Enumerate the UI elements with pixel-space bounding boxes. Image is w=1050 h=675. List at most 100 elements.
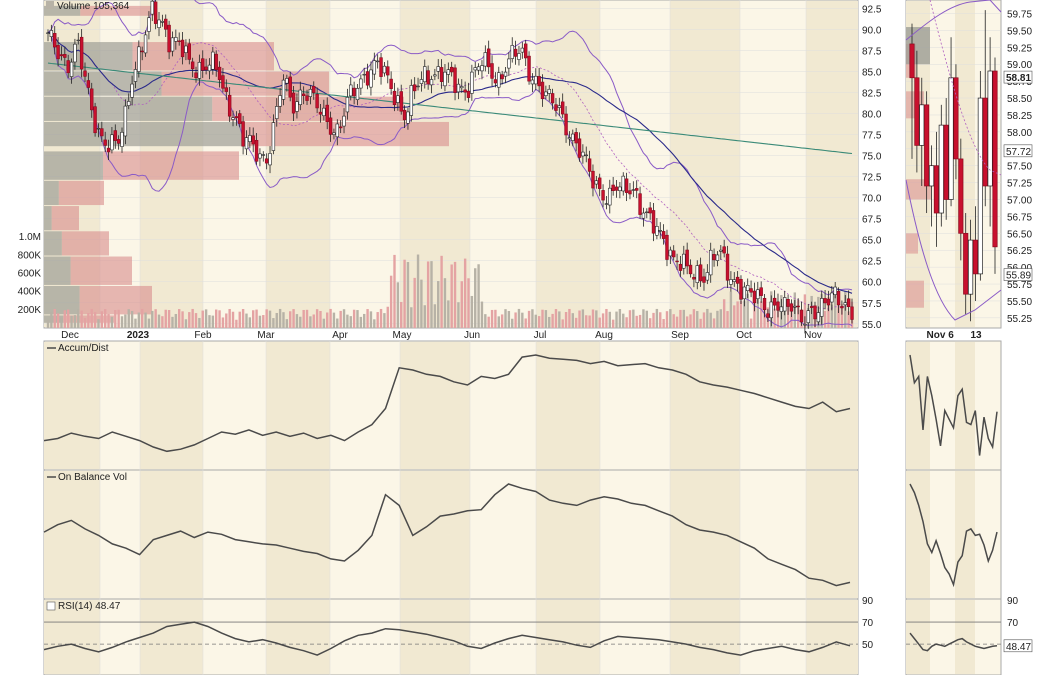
volume-bar	[221, 317, 225, 328]
candle-body	[429, 79, 434, 86]
volume-bar	[225, 313, 228, 328]
volume-bar	[164, 309, 167, 328]
zoom-candle-body	[928, 165, 935, 187]
zoom-candle-body	[958, 158, 964, 234]
volume-bar	[568, 308, 571, 328]
volume-bar	[161, 316, 164, 328]
candle-body	[534, 75, 538, 85]
volume-bar	[655, 308, 659, 328]
candle-body	[709, 249, 713, 276]
candle-body	[305, 95, 309, 101]
candle-body	[806, 310, 810, 324]
month-label: Dec	[61, 330, 79, 341]
candle-body	[769, 301, 773, 319]
price-tick-label: 57.5	[862, 299, 882, 310]
candle-body	[742, 286, 747, 300]
candle-body	[301, 93, 306, 97]
volume-bar	[181, 311, 184, 328]
volume-bar	[366, 309, 369, 328]
candle-body	[140, 50, 144, 53]
vbp-bar-down	[44, 285, 80, 315]
zoom-price-tick-label: 57.00	[1007, 196, 1032, 207]
candle-body	[325, 104, 329, 122]
zoom-price-tick-label: 59.50	[1007, 26, 1032, 37]
price-tick-label: 62.5	[862, 257, 882, 268]
candle-body	[517, 53, 521, 60]
volume-bar	[564, 312, 568, 328]
candle-body	[433, 74, 437, 77]
candle-body	[712, 254, 716, 261]
candle-body	[601, 190, 605, 201]
volume-bar	[352, 309, 356, 328]
volume-bar	[349, 316, 352, 328]
volume-bar	[83, 318, 87, 328]
volume-bar	[487, 316, 490, 328]
candle-body	[382, 65, 387, 74]
volume-bar	[625, 317, 628, 328]
volume-bar	[783, 303, 786, 328]
last-price-tag: 58.81	[1006, 73, 1031, 84]
candle-body	[503, 71, 508, 77]
candle-body	[133, 69, 138, 82]
month-band	[536, 600, 600, 674]
candle-body	[332, 132, 336, 135]
candle-body	[813, 305, 817, 320]
volume-bar	[497, 316, 500, 328]
candle-body	[567, 137, 572, 140]
candle-body	[759, 287, 763, 296]
candle-body	[308, 88, 313, 97]
candle-body	[110, 134, 114, 151]
volume-bar	[541, 309, 544, 328]
volume-bar	[420, 279, 423, 328]
candle-body	[719, 249, 723, 252]
volume-bar	[117, 309, 120, 328]
month-band	[266, 342, 330, 469]
zoom-date-label: 6	[948, 330, 954, 341]
zoom-panels	[905, 0, 1002, 675]
volume-bar	[507, 311, 511, 328]
volume-bar	[638, 314, 642, 328]
zoom-price-tick-label: 57.50	[1007, 162, 1032, 173]
candle-body	[702, 276, 706, 283]
candle-body	[167, 24, 171, 53]
volume-bar	[645, 310, 648, 328]
candle-body	[338, 126, 343, 129]
candle-body	[655, 226, 659, 236]
candle-body	[739, 278, 743, 300]
candle-body	[120, 131, 124, 147]
candle-body	[641, 212, 646, 219]
volume-bar	[376, 312, 379, 328]
candle-body	[661, 231, 666, 239]
vbp-bar-down	[44, 180, 59, 206]
current-price-tag: 55.89	[1006, 271, 1031, 282]
candle-body	[749, 288, 753, 293]
candle-body	[150, 0, 154, 15]
candle-body	[523, 43, 528, 59]
rsi-legend-swatch	[46, 601, 56, 611]
volume-bar	[356, 310, 359, 328]
candle-body	[678, 263, 683, 271]
candle-body	[436, 66, 440, 72]
zoom-price-tick-label: 57.25	[1007, 179, 1032, 190]
candle-body	[668, 249, 673, 257]
zoom-price-tag-box	[1003, 144, 1033, 158]
volume-bar	[373, 319, 376, 328]
zoom-price-tick-label: 59.25	[1007, 43, 1032, 54]
volume-bar	[652, 312, 655, 328]
volume-bar	[480, 301, 484, 328]
volume-bar	[386, 306, 389, 328]
candle-body	[513, 48, 518, 57]
volume-bar	[289, 311, 292, 328]
volume-bar	[285, 319, 289, 328]
volume-bar	[682, 309, 685, 328]
candle-body	[688, 264, 693, 275]
month-band	[266, 1, 330, 327]
candle-body	[143, 34, 148, 54]
candle-body	[416, 85, 420, 88]
volume-bar	[201, 310, 204, 328]
volume-bar	[396, 282, 400, 328]
zoom-date-label: Nov	[927, 330, 946, 341]
volume-bar	[416, 254, 420, 328]
candle-body	[56, 45, 60, 60]
candle-body	[251, 135, 255, 145]
